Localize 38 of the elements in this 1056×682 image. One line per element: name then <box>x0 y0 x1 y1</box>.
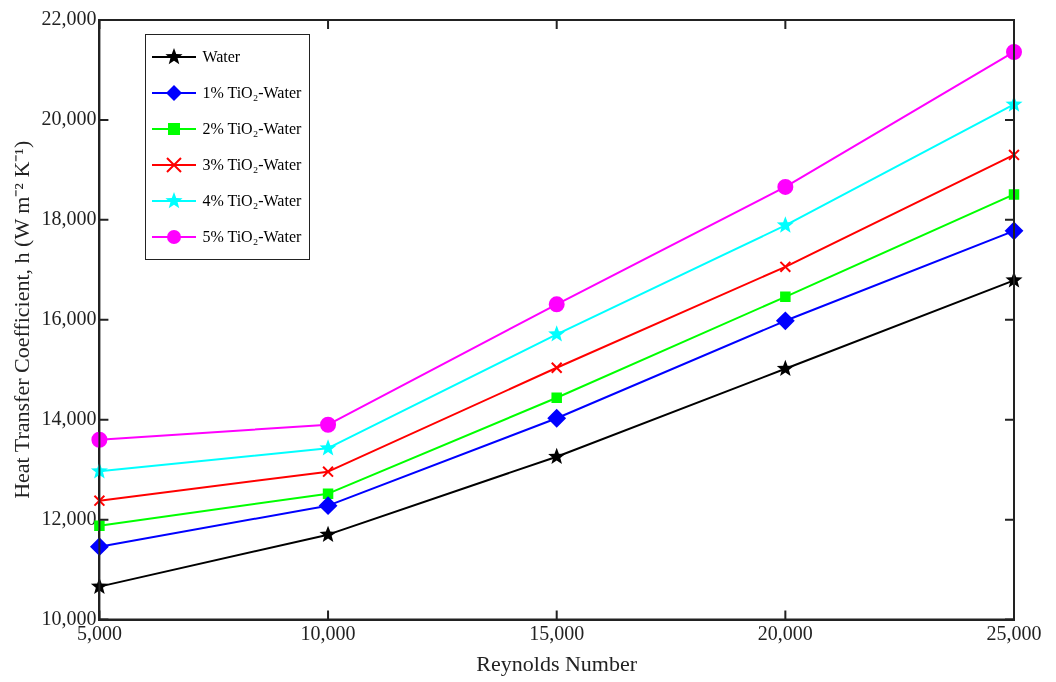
legend-label: 5% TiO₂-Water <box>202 228 302 246</box>
point <box>547 409 566 428</box>
point <box>548 296 565 313</box>
point <box>780 291 791 303</box>
point <box>320 416 337 433</box>
point <box>550 361 563 374</box>
y-tick-label: 16,000 <box>41 307 97 330</box>
point <box>776 359 794 377</box>
y-tick-label: 20,000 <box>41 107 97 130</box>
point <box>319 496 338 515</box>
point <box>777 178 794 195</box>
point <box>776 311 795 330</box>
x-tick-label: 20,000 <box>757 621 813 644</box>
legend-label: 1% TiO₂-Water <box>202 84 302 102</box>
x-tick-label: 25,000 <box>986 621 1042 644</box>
y-tick-label: 12,000 <box>41 506 97 529</box>
point <box>548 447 566 464</box>
y-tick-label: 18,000 <box>41 207 97 230</box>
x-tick-label: 10,000 <box>300 621 356 644</box>
point <box>319 439 337 456</box>
legend-label: 2% TiO₂-Water <box>202 120 302 138</box>
x-tick-label: 15,000 <box>529 621 585 644</box>
point <box>548 325 566 342</box>
point <box>93 494 106 507</box>
point <box>551 392 562 403</box>
y-tick-label: 14,000 <box>41 406 97 429</box>
point <box>1008 148 1020 161</box>
legend-label: 3% TiO₂-Water <box>202 156 302 174</box>
point <box>322 465 334 478</box>
legend-label: Water <box>202 48 241 66</box>
y-tick-label: 22,000 <box>41 7 97 30</box>
legend-label: 4% TiO₂-Water <box>202 192 302 210</box>
point <box>322 488 334 499</box>
x-axis-title: Reynolds Number <box>476 650 638 676</box>
point <box>779 260 792 273</box>
point <box>776 216 794 233</box>
y-axis-title: Heat Transfer Coefficient, h (W m⁻² K⁻¹) <box>8 140 34 499</box>
point <box>319 525 337 542</box>
